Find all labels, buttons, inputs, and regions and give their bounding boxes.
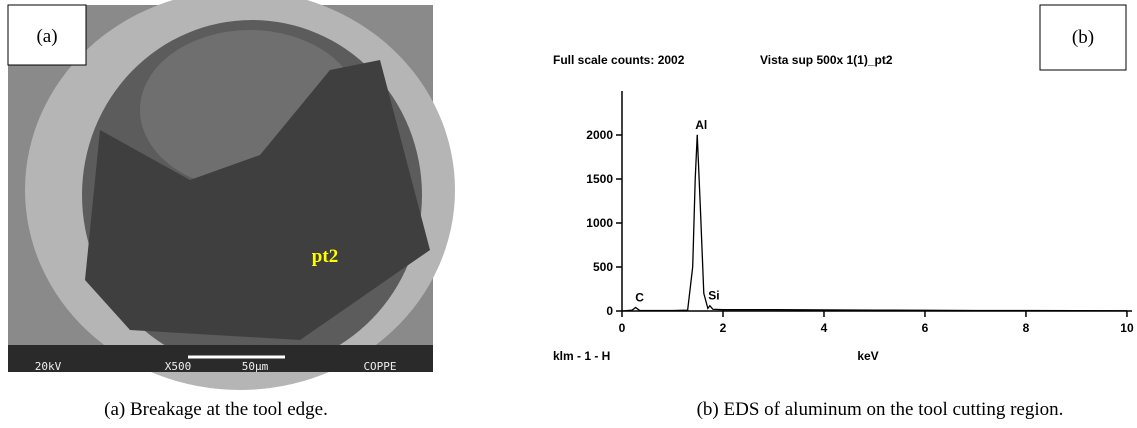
x-tick-label: 10 (1120, 321, 1134, 335)
voltage: 20kV (35, 360, 62, 373)
x-tick-label: 0 (619, 321, 626, 335)
x-tick-label: 2 (720, 321, 727, 335)
y-tick-label: 1000 (586, 216, 613, 230)
spectrum: 0 500 1000 1500 2000 0 2 4 6 8 10 C Al Si (586, 91, 1134, 335)
y-tick-label: 2000 (586, 128, 613, 142)
spectrum-line (621, 134, 1127, 312)
y-tick-label: 1500 (586, 172, 613, 186)
magnification: X500 (165, 360, 192, 373)
panel-label: (a) (36, 26, 57, 47)
caption: (b) EDS of aluminum on the tool cutting … (697, 399, 1064, 420)
x-tick-label: 4 (821, 321, 828, 335)
point-label: pt2 (312, 246, 338, 267)
sem-image: (a) pt2 20kV X500 50μm COPPE (7, 0, 455, 390)
lab: COPPE (363, 360, 396, 373)
corner-label: klm - 1 - H (553, 349, 610, 363)
x-axis-label: keV (857, 349, 878, 363)
x-tick-label: 8 (1023, 321, 1030, 335)
x-tick-label: 6 (922, 321, 929, 335)
y-tick-label: 500 (593, 260, 613, 274)
y-tick-label: 0 (606, 304, 613, 318)
caption: (a) Breakage at the tool edge. (104, 399, 328, 420)
peak-label: Al (695, 118, 707, 132)
peak-label: C (635, 290, 644, 304)
panel-label: (b) (1072, 27, 1094, 48)
header: Full scale counts: 2002 (553, 53, 685, 67)
header: Vista sup 500x 1(1)_pt2 (760, 53, 893, 67)
scale: 50μm (242, 360, 269, 373)
peak-label: Si (708, 289, 719, 303)
